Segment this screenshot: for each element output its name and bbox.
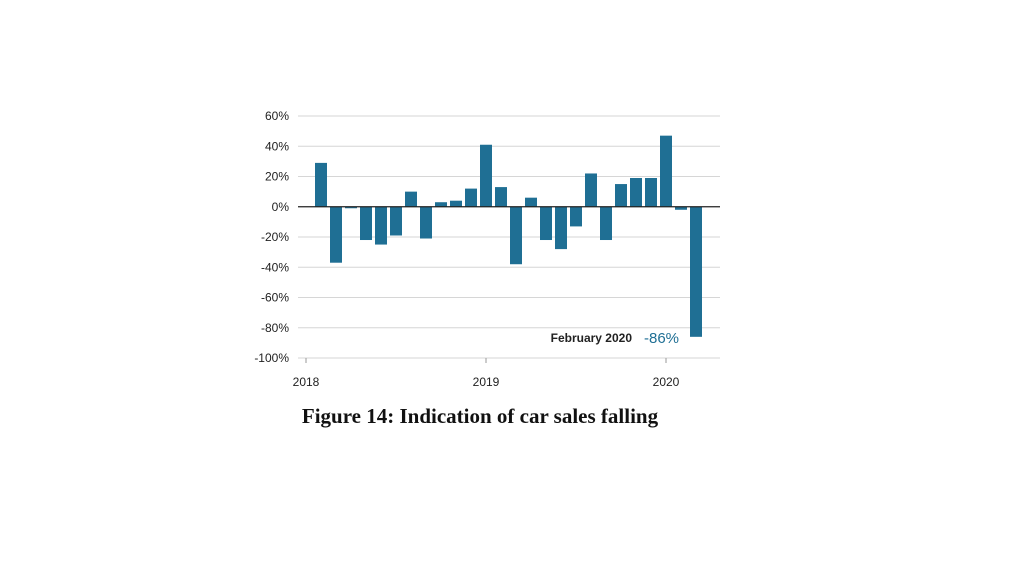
bar (645, 178, 657, 207)
y-tick-label: -40% (261, 260, 289, 274)
y-tick-label: -80% (261, 321, 289, 335)
bar (615, 184, 627, 207)
annotation-value: -86% (644, 330, 679, 347)
x-axis-tick-labels: 2018 2019 2020 (293, 358, 680, 389)
bar (420, 206, 432, 239)
y-tick-label: -60% (261, 291, 289, 305)
bar (600, 206, 612, 241)
y-tick-label: -20% (261, 230, 289, 244)
x-tick-label: 2018 (293, 375, 320, 389)
bar (375, 206, 387, 245)
bar (675, 206, 687, 210)
bar (540, 206, 552, 241)
y-tick-label: 20% (265, 170, 289, 184)
x-tick-label: 2020 (653, 375, 680, 389)
bar (360, 206, 372, 241)
bar (510, 206, 522, 265)
bar (390, 206, 402, 236)
annotation: February 2020 -86% (551, 330, 679, 347)
bar (450, 200, 462, 207)
bar (405, 191, 417, 207)
bar (495, 187, 507, 207)
y-tick-label: 0% (272, 200, 290, 214)
bar (465, 188, 477, 207)
figure-caption: Figure 14: Indication of car sales falli… (301, 404, 659, 428)
bar (435, 202, 447, 207)
bar (585, 173, 597, 207)
bar (630, 178, 642, 207)
x-tick-label: 2019 (473, 375, 500, 389)
bar (690, 206, 702, 337)
bar (660, 135, 672, 207)
bar (315, 162, 327, 207)
bar (570, 206, 582, 227)
bar (525, 197, 537, 207)
bar-chart: 60%40%20%0%-20%-40%-60%-80%-100% 2018 201… (254, 109, 720, 389)
y-axis-tick-labels: 60% 40% 20% 0% -20% -40% -60% -80% -100% (254, 109, 289, 365)
bar (345, 206, 357, 209)
annotation-label: February 2020 (551, 331, 633, 345)
bar (480, 144, 492, 207)
y-tick-label: 40% (265, 139, 289, 153)
bar (330, 206, 342, 263)
bar (555, 206, 567, 250)
y-tick-label: 60% (265, 109, 289, 123)
bars (315, 135, 702, 337)
y-tick-label: -100% (254, 351, 289, 365)
